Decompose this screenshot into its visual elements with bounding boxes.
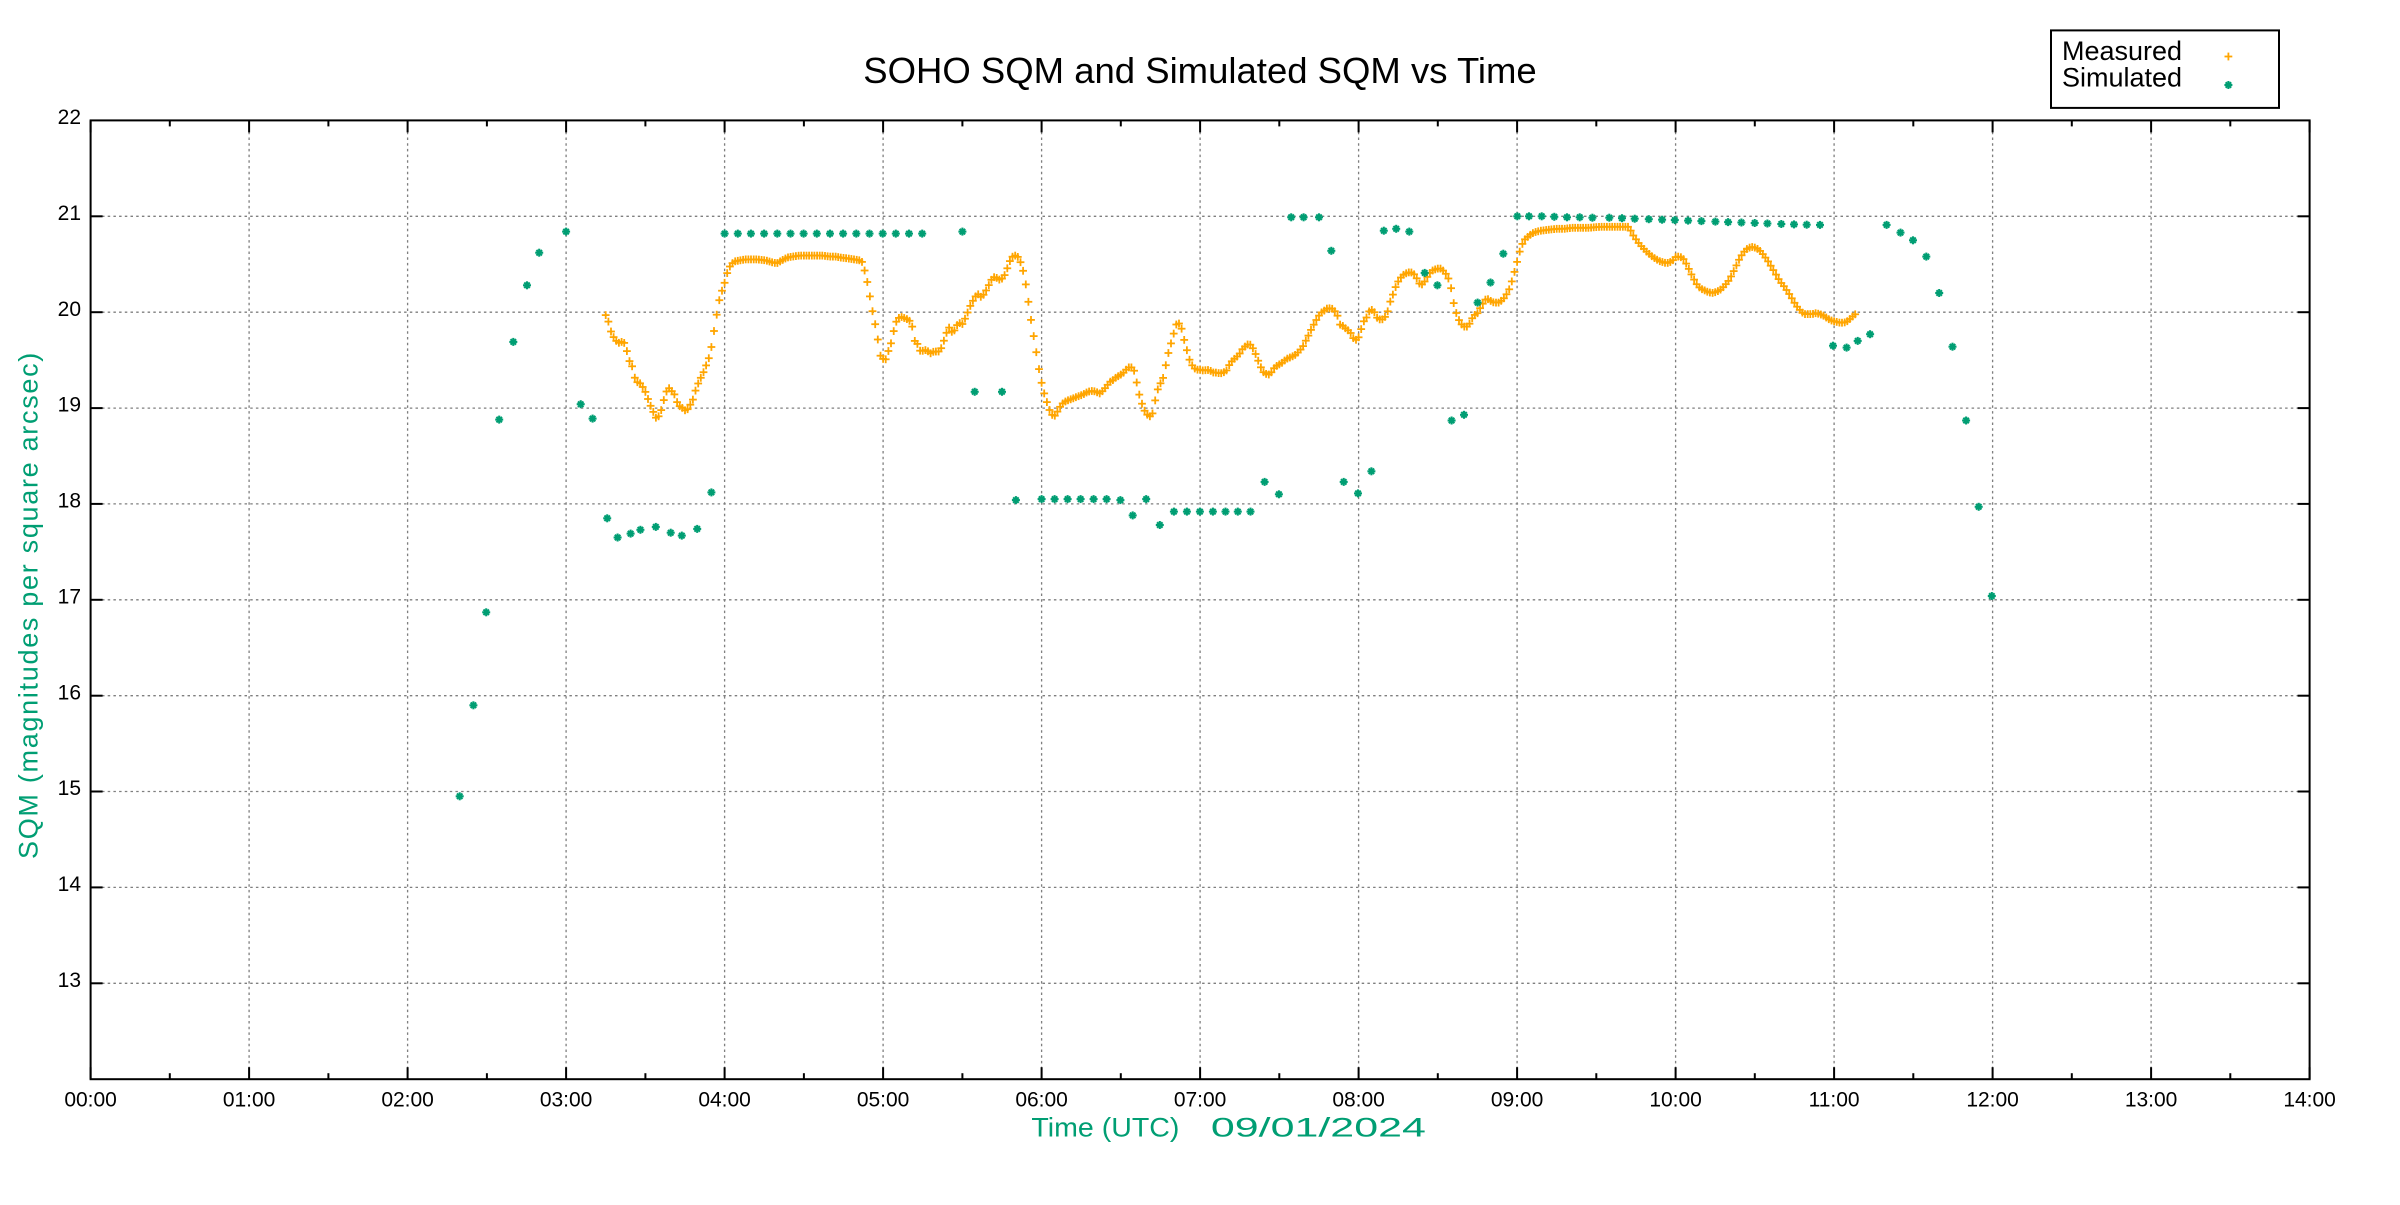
svg-text:19: 19: [58, 394, 81, 417]
svg-text:09/01/2024: 09/01/2024: [1211, 1113, 1426, 1143]
svg-text:07:00: 07:00: [1174, 1089, 1227, 1112]
svg-text:16: 16: [58, 681, 81, 704]
svg-text:13: 13: [58, 969, 81, 992]
svg-text:09:00: 09:00: [1491, 1089, 1544, 1112]
svg-text:Measured: Measured: [2062, 36, 2182, 66]
svg-text:10:00: 10:00: [1649, 1089, 1702, 1112]
svg-text:12:00: 12:00: [1966, 1089, 2019, 1112]
svg-text:14: 14: [58, 873, 82, 896]
svg-text:14:00: 14:00: [2283, 1089, 2336, 1112]
svg-text:21: 21: [58, 202, 81, 225]
svg-text:06:00: 06:00: [1015, 1089, 1068, 1112]
svg-text:22: 22: [58, 106, 81, 129]
svg-text:Time (UTC): Time (UTC): [1031, 1113, 1179, 1143]
svg-text:02:00: 02:00: [381, 1089, 434, 1112]
svg-text:05:00: 05:00: [857, 1089, 910, 1112]
svg-text:08:00: 08:00: [1332, 1089, 1385, 1112]
svg-text:20: 20: [58, 298, 81, 321]
svg-text:15: 15: [58, 777, 81, 800]
svg-text:Simulated: Simulated: [2062, 63, 2182, 93]
svg-text:18: 18: [58, 490, 81, 513]
svg-text:17: 17: [58, 585, 81, 608]
svg-text:11:00: 11:00: [1809, 1089, 1860, 1112]
svg-text:SQM (magnitudes per square arc: SQM (magnitudes per square arcsec): [13, 351, 43, 859]
svg-text:SOHO SQM and Simulated SQM vs: SOHO SQM and Simulated SQM vs Time: [863, 50, 1536, 91]
svg-text:03:00: 03:00: [540, 1089, 593, 1112]
svg-text:00:00: 00:00: [64, 1089, 117, 1112]
svg-text:13:00: 13:00: [2125, 1089, 2178, 1112]
svg-text:04:00: 04:00: [698, 1089, 751, 1112]
svg-text:01:00: 01:00: [223, 1089, 276, 1112]
